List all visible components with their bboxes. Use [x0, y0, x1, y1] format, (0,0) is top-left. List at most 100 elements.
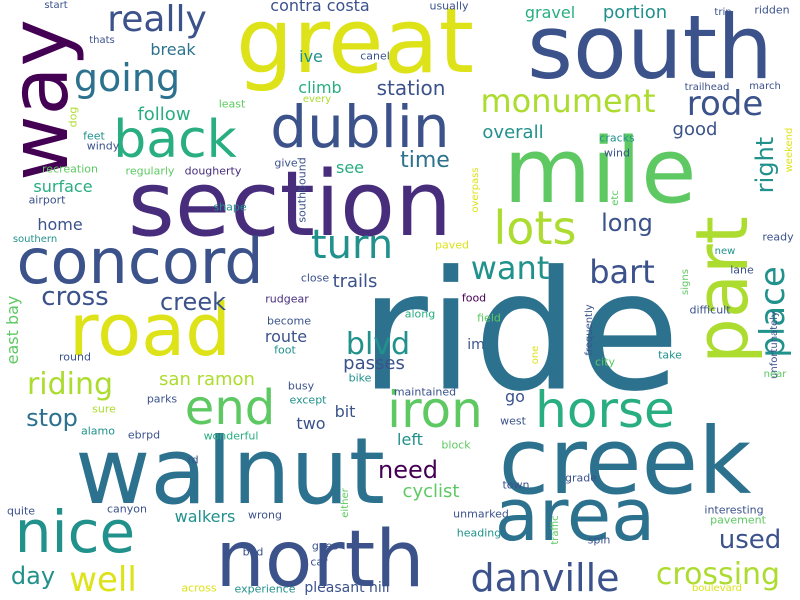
word-spin: spin	[587, 533, 611, 547]
word-san-ramon: san ramon	[159, 369, 255, 390]
word-near: near	[763, 369, 787, 380]
word-break: break	[150, 40, 196, 59]
word-go: go	[505, 387, 525, 406]
word-bike: bike	[348, 371, 372, 385]
word-home: home	[37, 215, 83, 234]
word-every: every	[302, 94, 332, 105]
word-area: area	[494, 473, 656, 557]
word-trip: trip	[714, 7, 732, 18]
word-dublin: dublin	[270, 93, 450, 161]
word-route: route	[264, 327, 308, 346]
word-thats: thats	[89, 35, 115, 46]
word-back: back	[113, 110, 237, 170]
word-trailhead: trailhead	[684, 82, 730, 93]
word-weekend: weekend	[784, 127, 795, 173]
word-experience: experience	[234, 582, 296, 596]
word-north: north	[215, 515, 425, 600]
word-become: become	[266, 314, 312, 328]
word-wind: wind	[603, 146, 631, 160]
word-walkers: walkers	[174, 507, 236, 526]
word-signs: signs	[680, 269, 691, 295]
word-town: town	[502, 478, 530, 492]
word-parks: parks	[146, 392, 178, 406]
word-see: see	[335, 158, 365, 177]
word-frequently: frequently	[584, 304, 595, 356]
word-riding: riding	[26, 367, 114, 402]
word-need: need	[378, 456, 438, 484]
word-traffic: traffic	[550, 515, 561, 545]
word-wrong: wrong	[248, 508, 282, 522]
word-stop: stop	[26, 404, 78, 432]
word-goes: goes	[311, 539, 339, 553]
word-really: really	[107, 0, 207, 40]
word-overpass: overpass	[470, 167, 481, 213]
word-cyclist: cyclist	[402, 481, 460, 502]
word-foot: foot	[274, 343, 296, 357]
word-crossing: crossing	[655, 557, 781, 592]
word-usually: usually	[429, 0, 469, 13]
word-food: food	[461, 291, 487, 305]
word-bart: bart	[589, 253, 655, 291]
word-take: take	[658, 348, 682, 362]
word-left: left	[397, 430, 423, 449]
word-city: city	[595, 355, 615, 369]
word-going: going	[73, 56, 181, 100]
word-two: two	[296, 414, 326, 433]
word-gravel: gravel	[524, 3, 576, 22]
word-horse: horse	[535, 381, 675, 439]
word-maintained: maintained	[393, 385, 457, 399]
word-concord: concord	[16, 225, 264, 298]
word-heading: heading	[456, 526, 502, 540]
word-station: station	[376, 76, 446, 100]
word-ridden: ridden	[754, 3, 790, 17]
word-rudgear: rudgear	[265, 292, 309, 306]
word-ive: ive	[299, 47, 323, 66]
word-bit: bit	[334, 402, 356, 421]
word-great: great	[236, 0, 474, 94]
word-airport: airport	[28, 193, 66, 207]
word-ebrpd: ebrpd	[127, 428, 161, 442]
word-close: close	[300, 271, 330, 285]
word-across: across	[181, 581, 217, 595]
word-paved: paved	[435, 238, 469, 252]
word-way: way	[0, 19, 86, 181]
word-east-bay: east bay	[3, 295, 22, 365]
word-rd: rd	[187, 453, 199, 467]
word-unmarked: unmarked	[453, 507, 509, 521]
word-quite: quite	[6, 504, 36, 518]
word-except: except	[289, 393, 327, 407]
word-alamo: alamo	[81, 424, 115, 438]
word-cross: cross	[41, 282, 109, 312]
word-dougherty: dougherty	[184, 164, 242, 178]
word-either: either	[340, 488, 351, 518]
word-ready: ready	[762, 230, 794, 244]
word-recreation: recreation	[42, 162, 98, 176]
word-bad: bad	[242, 545, 264, 559]
word-passes: passes	[343, 353, 405, 374]
word-one: one	[530, 345, 541, 365]
word-creek-big: creek	[498, 408, 752, 515]
word-give: give	[274, 156, 298, 170]
word-pleasant-hill: pleasant hill	[304, 580, 390, 596]
word-blvd: blvd	[345, 327, 411, 362]
word-section: section	[127, 152, 453, 257]
word-lane: lane	[730, 263, 754, 277]
word-right: right	[751, 136, 779, 194]
word-monument: monument	[480, 82, 656, 120]
word-busy: busy	[287, 379, 315, 393]
word-feet: feet	[83, 129, 105, 143]
word-etc: etc	[610, 190, 621, 206]
word-field: field	[477, 311, 501, 325]
word-along: along	[404, 307, 436, 321]
word-windy: windy	[86, 139, 120, 153]
word-southbound: southbound	[295, 157, 309, 223]
word-long: long	[601, 209, 653, 237]
word-mile: mile	[503, 119, 697, 224]
word-trails: trails	[332, 271, 378, 292]
word-part: part	[680, 216, 764, 364]
word-used: used	[718, 525, 782, 555]
word-ride: ride	[360, 235, 680, 428]
word-west: west	[500, 414, 526, 428]
word-shape: shape	[213, 200, 247, 214]
word-iron: iron	[387, 381, 483, 439]
